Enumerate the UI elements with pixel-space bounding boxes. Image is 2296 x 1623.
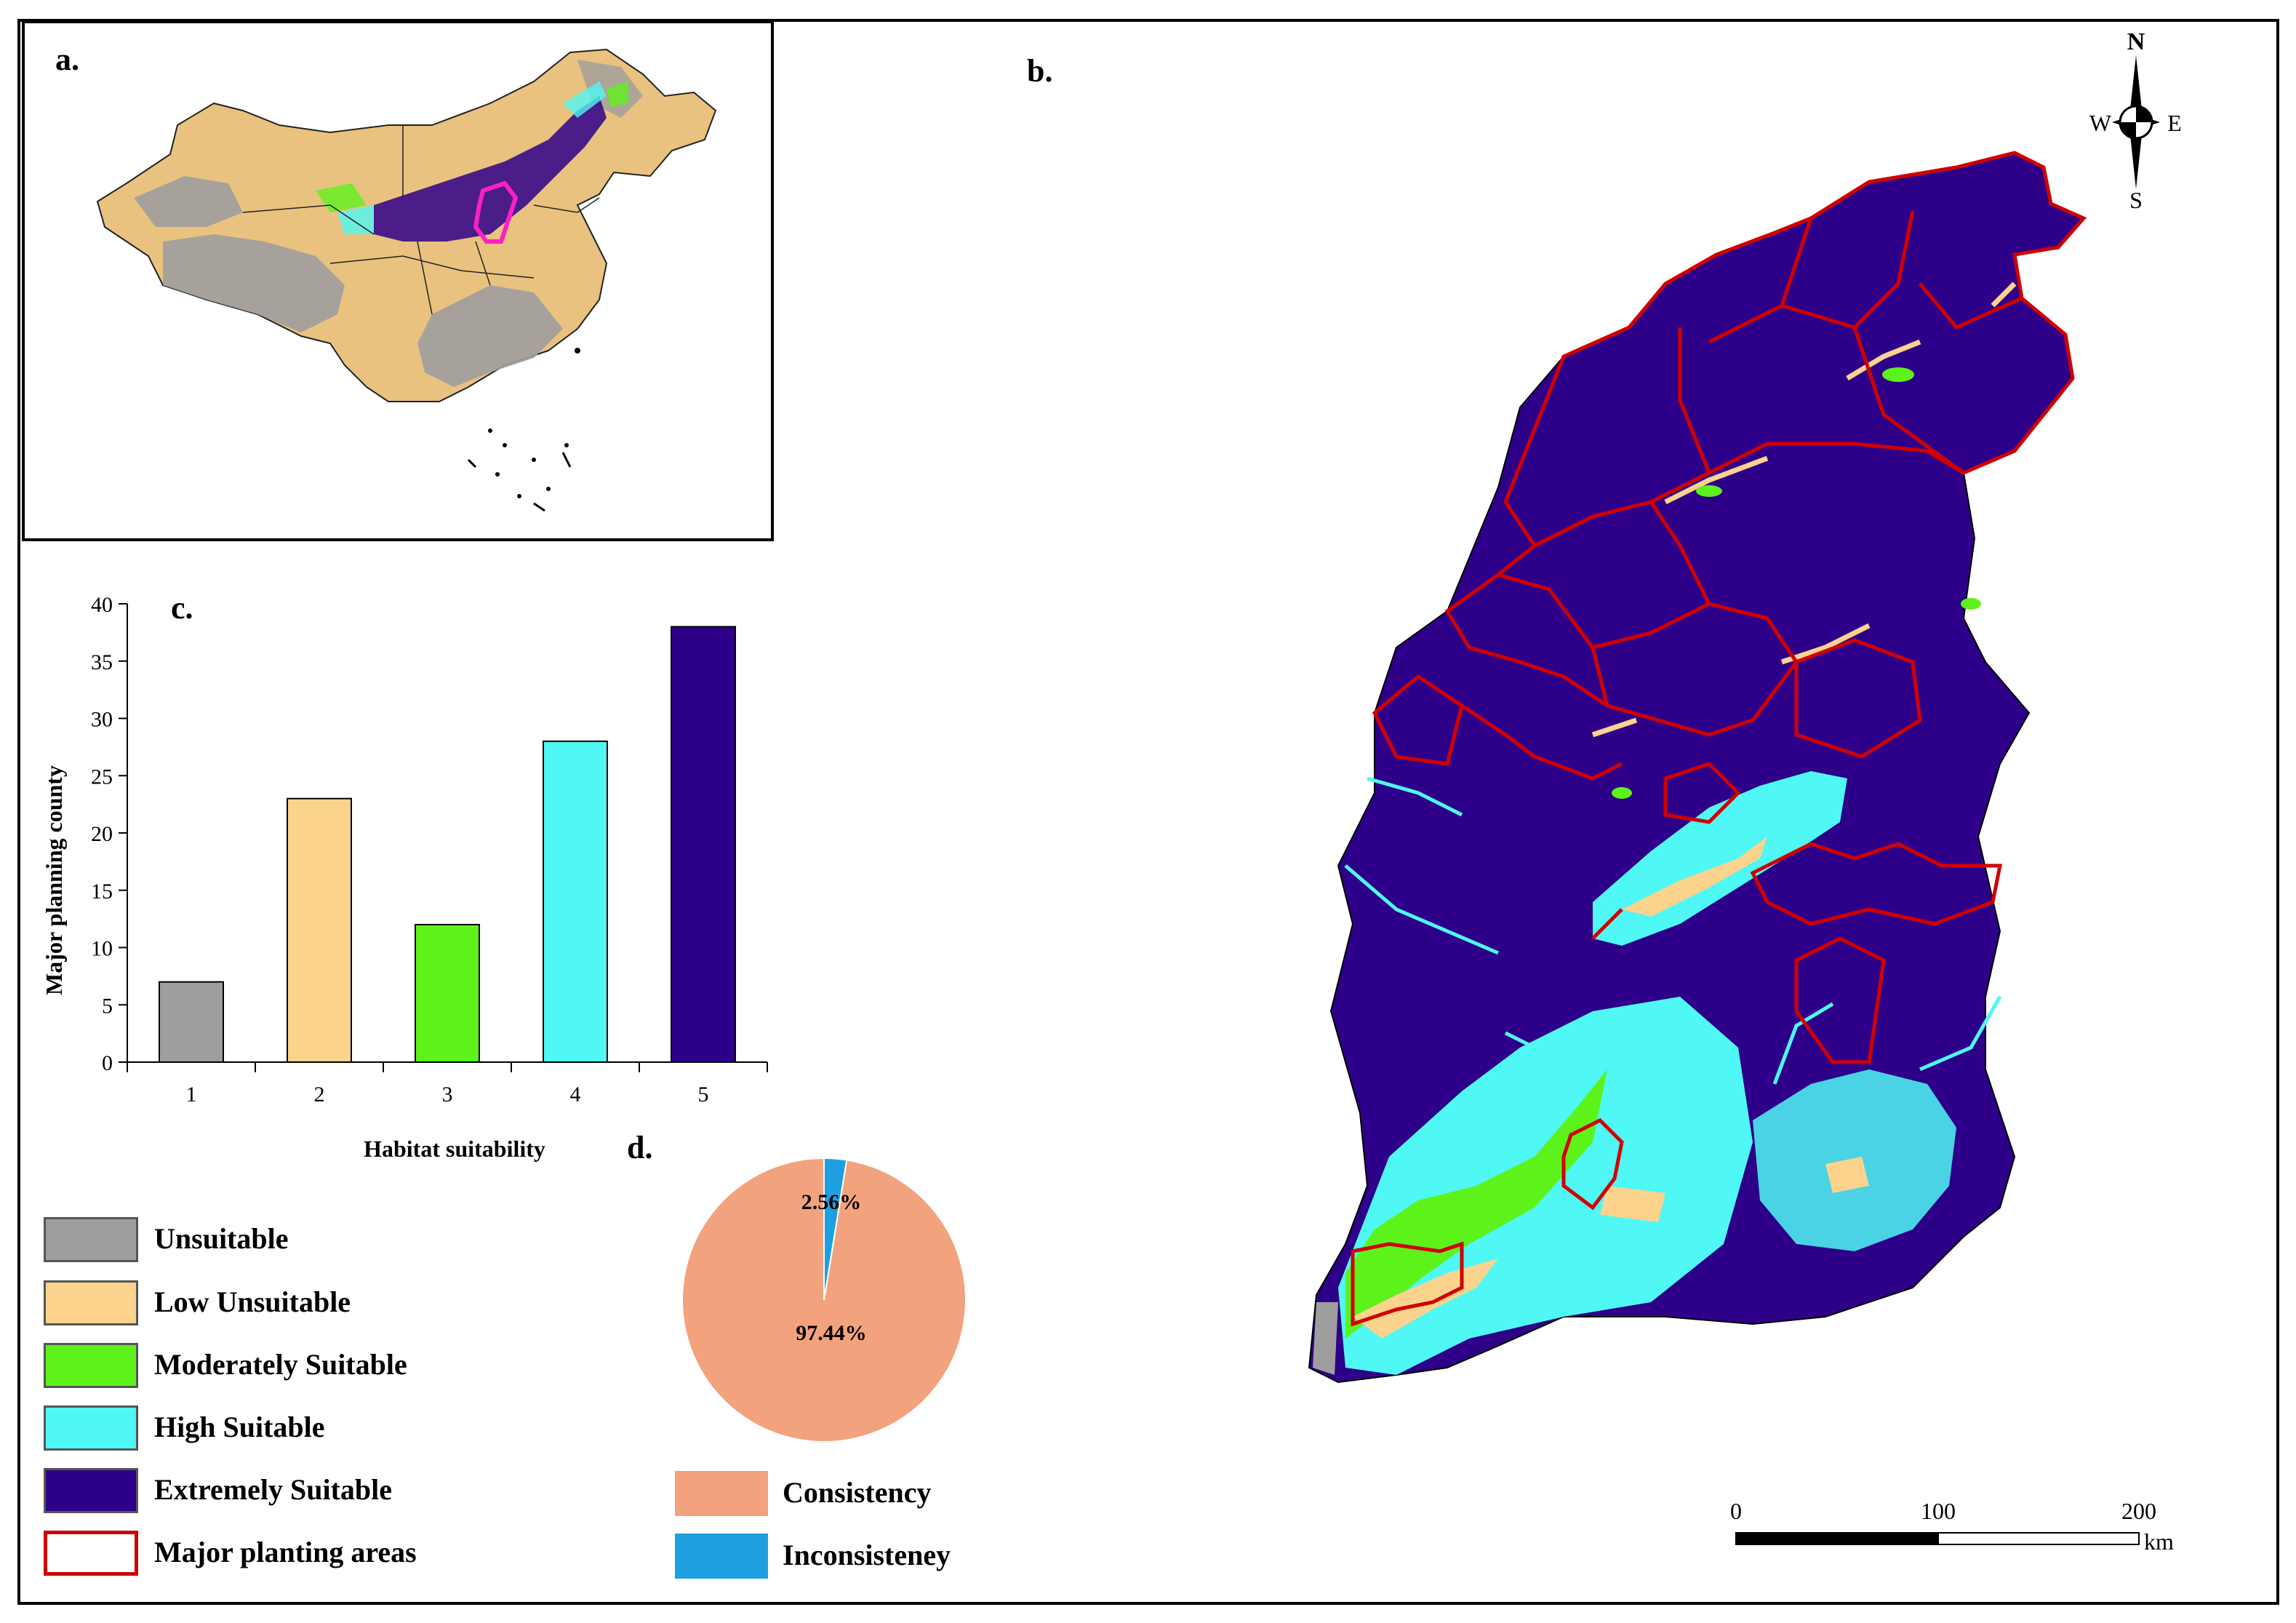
scale-segment-2 — [1937, 1532, 2140, 1545]
y-tick-label: 0 — [102, 1051, 113, 1075]
legend-item: Unsuitable — [44, 1217, 698, 1265]
legend-swatch — [44, 1280, 138, 1325]
bar-suitability-4 — [543, 741, 608, 1063]
y-axis-label: Major planning county — [41, 765, 67, 995]
pie-legend-label: Consistency — [783, 1476, 932, 1509]
panel-c-label: c. — [171, 590, 193, 626]
x-axis-label: Habitat suitability — [364, 1136, 545, 1162]
compass-w: W — [2089, 110, 2112, 136]
bar-suitability-2 — [287, 797, 352, 1063]
legend-swatch — [44, 1531, 138, 1576]
pie-legend-swatch — [675, 1471, 768, 1516]
pie-label-consistency: 97.44% — [796, 1321, 867, 1345]
y-tick-label: 10 — [91, 937, 113, 961]
y-tick-label: 40 — [91, 593, 113, 617]
x-tick-label: 5 — [698, 1082, 709, 1106]
y-tick-label: 35 — [91, 650, 113, 674]
high-suitable-fringe — [337, 81, 607, 234]
legend-item: Moderately Suitable — [44, 1343, 698, 1391]
pie-legend-item: Inconsisteney — [675, 1534, 1039, 1582]
y-tick-label: 25 — [91, 765, 113, 789]
panel-b-label: b. — [1027, 53, 1053, 89]
legend-label: Unsuitable — [154, 1222, 289, 1255]
scale-tick-0: 0 — [1730, 1498, 1742, 1524]
legend-item: High Suitable — [44, 1405, 698, 1453]
major-planting-county-boundaries — [1351, 151, 2087, 1327]
panel-a-label: a. — [55, 41, 79, 77]
compass-s: S — [2129, 187, 2143, 213]
legend-swatch — [44, 1405, 138, 1451]
river-network — [1344, 776, 2002, 1085]
legend-swatch — [44, 1217, 138, 1262]
bar-chart-c: c. Major planning county Habitat suitabi… — [41, 590, 768, 1162]
x-tick-label: 4 — [570, 1082, 581, 1106]
province-borders — [242, 125, 600, 315]
x-tick-label: 2 — [314, 1082, 325, 1106]
legend-label: Major planting areas — [154, 1536, 417, 1568]
y-tick-label: 15 — [91, 880, 113, 904]
scale-tick-200: 200 — [2121, 1498, 2156, 1524]
southwest-basin-moderate — [1345, 1069, 1607, 1339]
scale-tick-100: 100 — [1921, 1498, 1956, 1524]
tibet-plateau-unsuitable — [163, 234, 345, 332]
panel-d-label: d. — [627, 1130, 653, 1165]
y-tick-label: 5 — [102, 994, 113, 1018]
southwest-basin-low — [1353, 1186, 1665, 1339]
figure-frame — [17, 19, 2279, 1605]
south-china-sea-islands — [467, 348, 580, 512]
compass-n: N — [2127, 28, 2145, 55]
north-moderate-patches — [1612, 367, 1981, 799]
y-tick-label: 20 — [91, 822, 113, 846]
scale-unit: km — [2144, 1528, 2174, 1555]
legend-label: High Suitable — [154, 1411, 325, 1443]
north-low-suitable-strips — [1591, 282, 2017, 738]
suitable-belt — [374, 96, 607, 242]
north-arrow-compass: N W E S — [2089, 28, 2182, 213]
pie-legend-item: Consistency — [675, 1471, 1039, 1519]
bar-suitability-3 — [415, 924, 480, 1063]
legend-label: Extremely Suitable — [154, 1473, 393, 1506]
legend-label: Low Unsuitable — [154, 1285, 351, 1318]
scale-segment-1 — [1735, 1532, 1939, 1545]
south-china-unsuitable — [417, 285, 563, 387]
compass-rose-icon — [2112, 55, 2160, 189]
legend-label: Moderately Suitable — [154, 1348, 407, 1381]
compass-e: E — [2167, 110, 2182, 136]
y-tick-label: 30 — [91, 708, 113, 732]
pie-slice-inconsistency — [823, 1157, 848, 1301]
xinjiang-unsuitable — [134, 176, 243, 227]
pie-legend-swatch — [675, 1534, 768, 1579]
x-tick-label: 3 — [442, 1082, 453, 1106]
china-map — [96, 48, 717, 512]
pie-legend-label: Inconsisteney — [783, 1539, 951, 1571]
bar-suitability-1 — [159, 981, 224, 1063]
legend-swatch — [44, 1343, 138, 1388]
pie-label-inconsistency: 2.56% — [801, 1190, 862, 1214]
shanxi-suitability-map — [1308, 151, 2087, 1384]
central-valley-low — [1622, 837, 1767, 917]
scale-bar: 0 100 200 km — [1730, 1498, 2174, 1555]
legend-item: Low Unsuitable — [44, 1280, 698, 1328]
southwest-unsuitable-edge — [1313, 1302, 1338, 1375]
shanxi-highlight-outline — [473, 180, 519, 244]
legend-swatch — [44, 1468, 138, 1513]
legend-item: Major planting areas — [44, 1531, 698, 1579]
panel-a-overview-map: a. — [22, 20, 774, 541]
x-tick-label: 1 — [186, 1082, 197, 1106]
moderate-fringe — [316, 81, 628, 212]
southeast-low-patch — [1825, 1157, 1869, 1193]
bar-suitability-5 — [671, 626, 736, 1063]
pie-chart-d: 97.44% 2.56% — [681, 1157, 967, 1443]
legend-item: Extremely Suitable — [44, 1468, 698, 1516]
